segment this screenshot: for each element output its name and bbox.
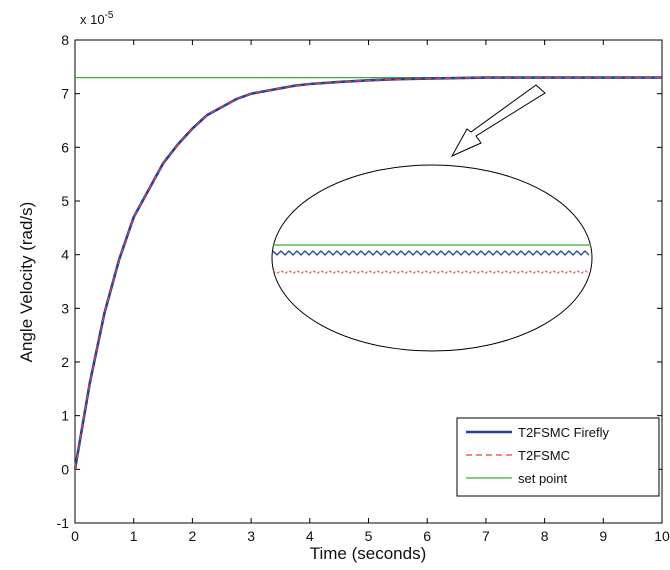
zoom-arrow-icon xyxy=(450,84,546,158)
x-tick-label: 1 xyxy=(130,528,138,544)
y-tick-label: 6 xyxy=(61,139,69,155)
zoom-inset xyxy=(271,164,593,352)
y-tick-label: 4 xyxy=(61,247,69,263)
x-tick-label: 8 xyxy=(541,528,549,544)
legend: T2FSMC Firefly T2FSMC set point xyxy=(456,417,660,497)
x-tick-label: 7 xyxy=(482,528,490,544)
y-axis-exponent: x 10-5 xyxy=(80,10,114,27)
zoom-t2fsmc-line xyxy=(272,269,590,275)
legend-label: T2FSMC Firefly xyxy=(518,425,610,440)
y-tick-label: 0 xyxy=(61,461,69,477)
series-layer xyxy=(73,76,662,470)
x-tick-label: 9 xyxy=(599,528,607,544)
x-tick-label: 6 xyxy=(423,528,431,544)
x-tick-label: 0 xyxy=(71,528,79,544)
y-axis: -1 0 1 2 3 4 5 6 7 8 xyxy=(57,32,662,531)
y-tick-label: 5 xyxy=(61,193,69,209)
x-tick-label: 5 xyxy=(365,528,373,544)
x-tick-label: 4 xyxy=(306,528,314,544)
y-tick-label: 7 xyxy=(61,86,69,102)
y-tick-label: 3 xyxy=(61,300,69,316)
x-tick-label: 2 xyxy=(189,528,197,544)
x-axis: 0 1 2 3 4 5 6 7 8 9 10 xyxy=(71,40,670,544)
y-tick-label: 2 xyxy=(61,354,69,370)
y-tick-label: 8 xyxy=(61,32,69,48)
legend-label: set point xyxy=(518,471,568,486)
legend-label: T2FSMC xyxy=(518,448,570,463)
y-axis-label: Angle Velocity (rad/s) xyxy=(17,202,36,363)
y-tick-label: 1 xyxy=(61,408,69,424)
x-tick-label: 10 xyxy=(654,528,670,544)
zoom-ellipse xyxy=(271,164,593,352)
series-line-t2fsmc xyxy=(74,76,662,470)
x-tick-label: 3 xyxy=(247,528,255,544)
y-tick-label: -1 xyxy=(57,515,70,531)
zoom-firefly-line xyxy=(272,250,590,256)
x-axis-label: Time (seconds) xyxy=(310,544,427,563)
